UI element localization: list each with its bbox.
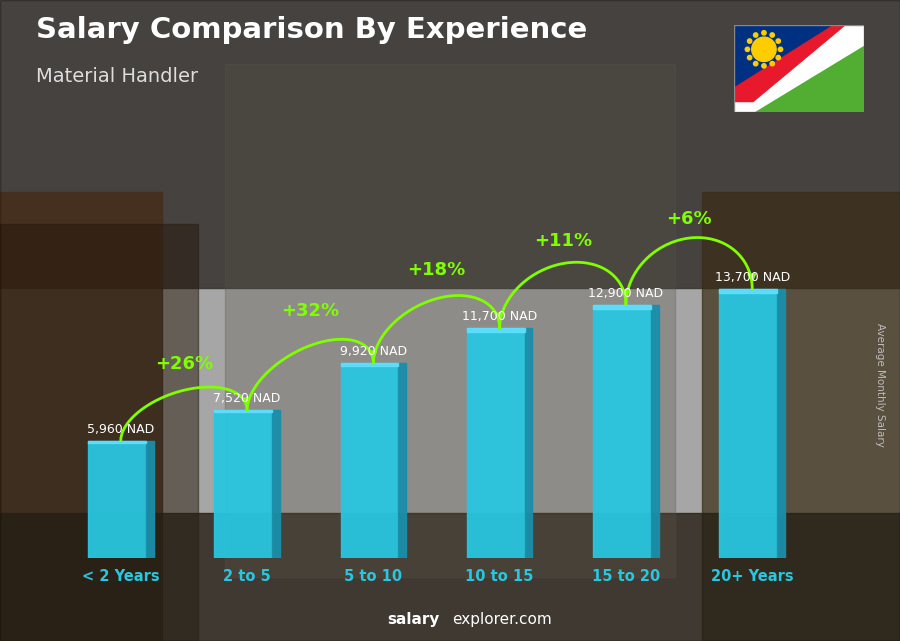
Bar — [0, 513, 900, 641]
Polygon shape — [734, 26, 864, 112]
Circle shape — [770, 62, 774, 66]
Bar — [593, 304, 651, 308]
Bar — [467, 328, 525, 558]
Bar — [272, 410, 280, 558]
Bar — [702, 192, 900, 641]
Bar — [225, 64, 675, 577]
Text: +18%: +18% — [408, 262, 465, 279]
Circle shape — [761, 31, 766, 35]
Bar — [0, 0, 900, 288]
Text: 12,900 NAD: 12,900 NAD — [589, 287, 663, 300]
Circle shape — [748, 55, 752, 60]
Bar — [0, 224, 198, 641]
Bar — [467, 328, 525, 331]
Bar — [88, 441, 146, 442]
Circle shape — [761, 63, 766, 68]
Bar — [88, 441, 146, 558]
Text: +32%: +32% — [281, 302, 339, 320]
Bar — [146, 441, 154, 558]
Bar — [340, 363, 399, 366]
Bar — [525, 328, 533, 558]
Bar — [778, 289, 785, 558]
Bar — [340, 363, 399, 558]
Text: 13,700 NAD: 13,700 NAD — [715, 271, 790, 284]
Polygon shape — [734, 45, 864, 112]
Bar — [593, 304, 651, 558]
Bar — [651, 304, 659, 558]
Text: 7,520 NAD: 7,520 NAD — [213, 392, 281, 405]
Polygon shape — [734, 26, 864, 112]
Circle shape — [753, 62, 758, 66]
Text: +11%: +11% — [534, 232, 592, 250]
Bar — [214, 410, 272, 558]
Bar — [719, 289, 778, 293]
Text: Material Handler: Material Handler — [36, 67, 198, 87]
Circle shape — [753, 33, 758, 37]
Text: Salary Comparison By Experience: Salary Comparison By Experience — [36, 16, 587, 44]
Bar — [719, 289, 778, 558]
Text: 9,920 NAD: 9,920 NAD — [340, 345, 407, 358]
Circle shape — [776, 39, 780, 43]
Polygon shape — [734, 26, 844, 101]
Bar — [214, 410, 272, 412]
Text: Average Monthly Salary: Average Monthly Salary — [875, 322, 886, 447]
Circle shape — [770, 33, 774, 37]
Circle shape — [776, 55, 780, 60]
Circle shape — [745, 47, 750, 51]
Circle shape — [778, 47, 783, 51]
Text: explorer.com: explorer.com — [452, 612, 552, 627]
Text: 11,700 NAD: 11,700 NAD — [462, 310, 537, 323]
Circle shape — [752, 37, 776, 62]
Circle shape — [748, 39, 752, 43]
Text: +6%: +6% — [666, 210, 712, 228]
Bar — [0, 192, 162, 641]
Text: salary: salary — [387, 612, 439, 627]
Bar — [399, 363, 406, 558]
Text: 5,960 NAD: 5,960 NAD — [87, 423, 155, 436]
Text: +26%: +26% — [155, 355, 213, 373]
